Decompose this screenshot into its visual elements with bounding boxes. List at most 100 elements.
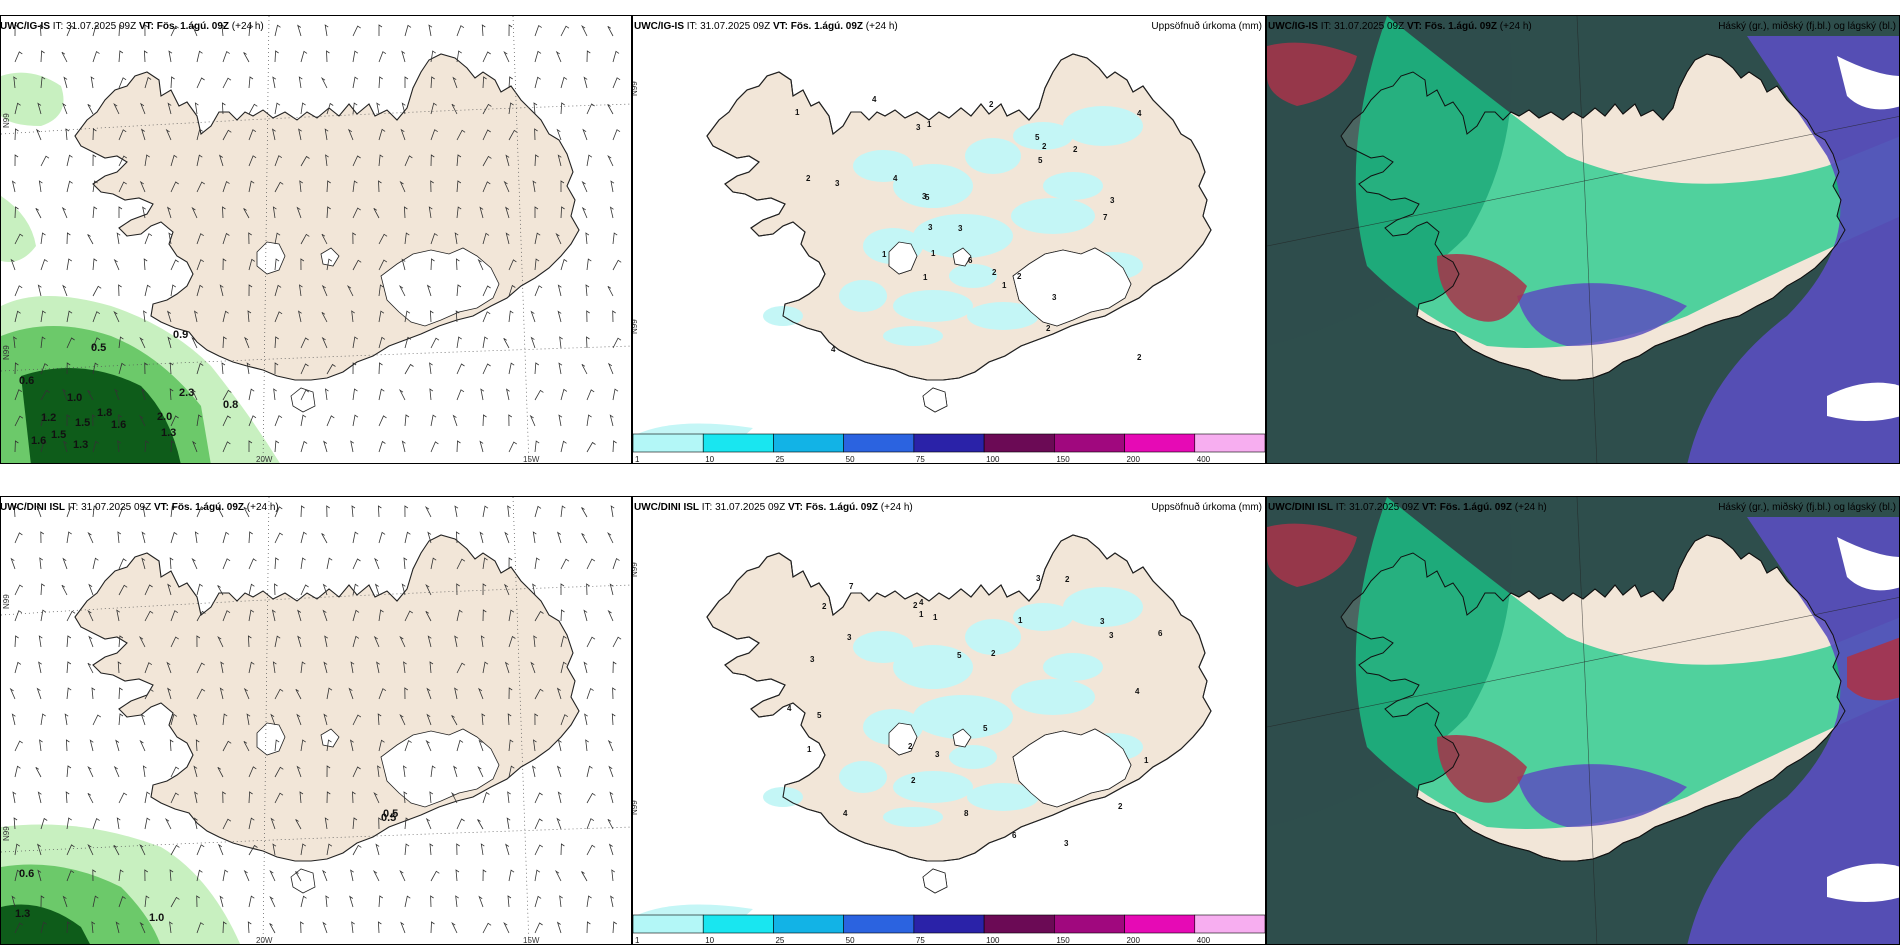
wind-barb xyxy=(297,24,302,37)
wind-barb xyxy=(196,506,205,518)
wind-barb xyxy=(352,714,362,726)
wind-barb xyxy=(274,440,280,453)
wind-barb xyxy=(300,531,307,544)
wind-barb xyxy=(557,284,562,297)
wind-barb xyxy=(557,310,562,323)
wind-barb xyxy=(144,584,153,596)
wind-barb xyxy=(455,531,460,544)
wind-barb xyxy=(118,584,128,596)
wind-barb xyxy=(117,440,121,453)
wind-barb xyxy=(196,77,205,89)
wind-barb xyxy=(453,765,458,778)
wind-barb xyxy=(352,232,357,245)
wind-barb xyxy=(456,336,462,349)
wind-barb xyxy=(348,687,354,700)
wind-barb xyxy=(116,817,121,830)
wind-barb xyxy=(378,128,386,141)
wind-barb xyxy=(321,284,328,297)
wind-barb xyxy=(66,610,76,622)
wind-barb xyxy=(607,532,614,544)
wind-barb xyxy=(36,687,42,700)
lon-label: 15W xyxy=(523,936,540,945)
wind-barb xyxy=(117,531,122,544)
wind-barb xyxy=(170,415,179,427)
wind-barb xyxy=(298,76,303,89)
wind-barb xyxy=(248,103,258,115)
wind-barb xyxy=(430,258,435,271)
precip-value-label: 1 xyxy=(1018,616,1023,625)
wind-barb xyxy=(87,843,94,856)
wind-barb xyxy=(482,129,491,141)
wind-barb xyxy=(612,388,619,401)
wind-barb xyxy=(248,388,255,401)
wind-barb xyxy=(611,869,616,882)
wind-barb xyxy=(38,635,43,648)
precip-value-label: 8 xyxy=(964,809,969,818)
wind-barb xyxy=(66,817,72,830)
legend-swatch xyxy=(983,914,1055,934)
wind-barb xyxy=(222,258,227,271)
wind-barb xyxy=(352,207,361,219)
wind-barb xyxy=(352,336,359,349)
wind-barb xyxy=(144,869,149,882)
wind-barb xyxy=(118,362,126,375)
wind-barb xyxy=(221,362,226,375)
wind-value-label: 1.0 xyxy=(149,912,164,924)
wind-barb xyxy=(116,232,121,245)
wind-barb xyxy=(222,531,230,544)
legend-swatch xyxy=(1124,914,1196,934)
wind-barb xyxy=(246,362,251,375)
wind-barb xyxy=(533,635,538,648)
wind-barb xyxy=(196,583,203,596)
wind-barb xyxy=(248,284,253,297)
wind-barb xyxy=(139,843,146,856)
wind-barb xyxy=(582,128,588,141)
wind-barb xyxy=(429,362,433,375)
wind-barb xyxy=(451,715,458,726)
wind-value-label: 1.3 xyxy=(73,439,88,451)
wind-barb xyxy=(274,739,280,752)
wind-barb xyxy=(118,206,123,218)
wind-barb xyxy=(586,921,591,934)
wind-barb xyxy=(399,180,406,193)
wind-barb xyxy=(40,389,50,401)
wind-barb xyxy=(87,103,94,115)
wind-barb xyxy=(378,362,383,375)
wind-barb xyxy=(92,206,98,219)
wind-barb xyxy=(170,25,179,37)
wind-barb xyxy=(534,285,543,297)
wind-barb xyxy=(326,180,331,193)
lat-label: N99 xyxy=(633,562,639,577)
wind-barb xyxy=(508,869,515,882)
wind-barb xyxy=(482,232,490,245)
wind-barb xyxy=(324,128,329,141)
wind-barb xyxy=(40,609,47,622)
wind-barb xyxy=(118,155,128,167)
wind-barb xyxy=(92,24,100,37)
lat-label: N99 xyxy=(2,345,11,360)
wind-barb xyxy=(322,583,328,596)
legend-swatch xyxy=(843,914,915,934)
wind-barb xyxy=(323,713,328,726)
wind-value-label: 1.0 xyxy=(67,392,82,404)
wind-barb xyxy=(456,154,462,167)
wind-barb xyxy=(300,233,310,245)
wind-barb xyxy=(243,506,250,518)
wind-barb xyxy=(556,128,562,141)
wind-barb xyxy=(482,103,492,115)
cloud-low-east xyxy=(1687,517,1899,944)
wind-barb xyxy=(430,129,438,141)
wind-barb xyxy=(508,441,518,453)
wind-barb xyxy=(222,180,230,193)
wind-barb xyxy=(482,311,491,323)
wind-barb xyxy=(144,76,152,89)
wind-barb xyxy=(398,389,406,401)
wind-barb xyxy=(607,818,614,830)
wind-value-label: 1.3 xyxy=(161,427,176,439)
wind-barb xyxy=(534,792,543,804)
wind-barb xyxy=(13,817,18,830)
precip-value-label: 1 xyxy=(795,108,800,117)
wind-barb xyxy=(168,232,173,245)
wind-barb xyxy=(378,76,383,89)
